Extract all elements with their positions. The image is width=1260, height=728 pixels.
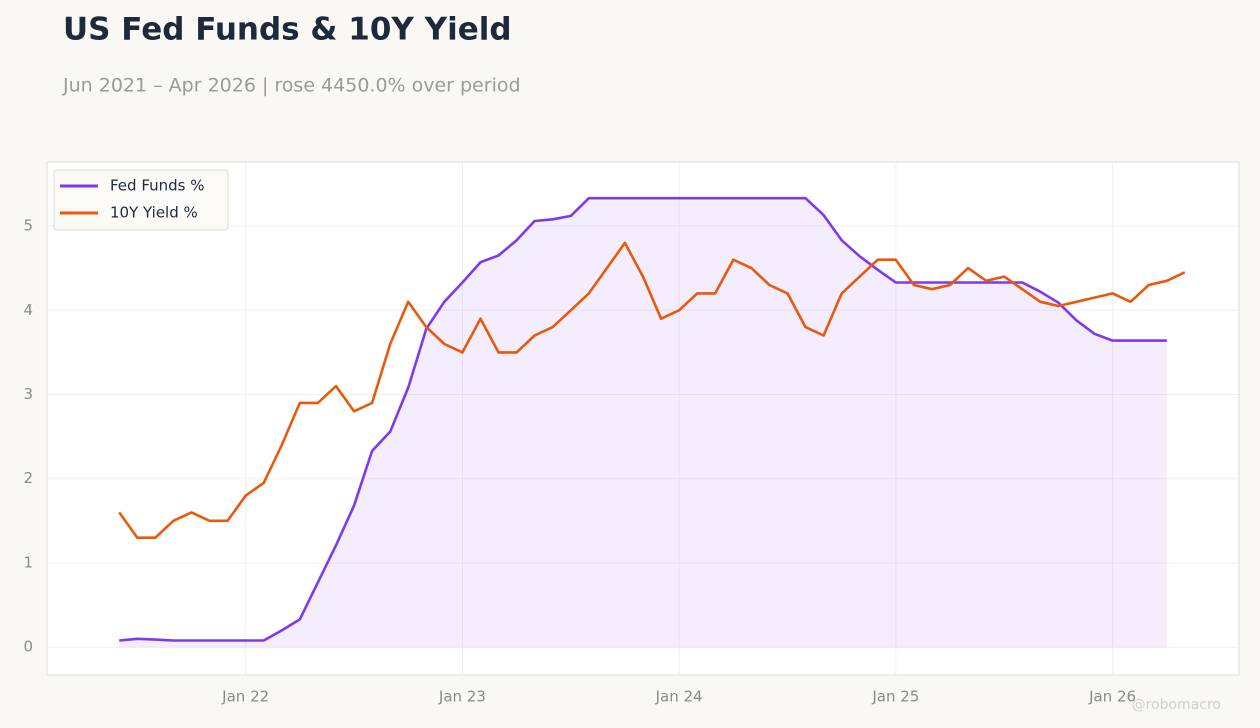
line — [119, 196, 1167, 642]
y-tick-label: 2 — [23, 469, 33, 487]
marks — [118, 196, 1186, 648]
chart-subtitle: Jun 2021 – Apr 2026 | rose 4450.0% over … — [62, 75, 521, 97]
area — [119, 198, 1167, 648]
x-tick-label: Jan 25 — [871, 688, 919, 706]
y-tick-label: 5 — [23, 217, 33, 235]
line — [118, 241, 1186, 539]
x-tick-label: Jan 23 — [438, 688, 486, 706]
watermark: @robomacro — [1132, 697, 1221, 713]
grid: 0 1 2 3 4 5 Jan 22 Jan 23 Jan 24 Jan 25 Jan 26 — [23, 162, 1239, 706]
x-tick-label: Jan 24 — [655, 688, 703, 706]
y-tick-label: 0 — [23, 638, 33, 656]
x-tick-label: Jan 22 — [221, 688, 269, 706]
y-tick-label: 4 — [23, 301, 33, 319]
legend-label: 10Y Yield % — [110, 204, 198, 222]
x-tick-label: Jan 26 — [1088, 688, 1136, 706]
y-tick-label: 3 — [23, 385, 33, 403]
legend-label: Fed Funds % — [110, 177, 205, 195]
legend: Fed Funds % 10Y Yield % — [53, 169, 229, 231]
chart-title: US Fed Funds & 10Y Yield — [63, 12, 512, 48]
y-tick-label: 1 — [23, 553, 33, 571]
